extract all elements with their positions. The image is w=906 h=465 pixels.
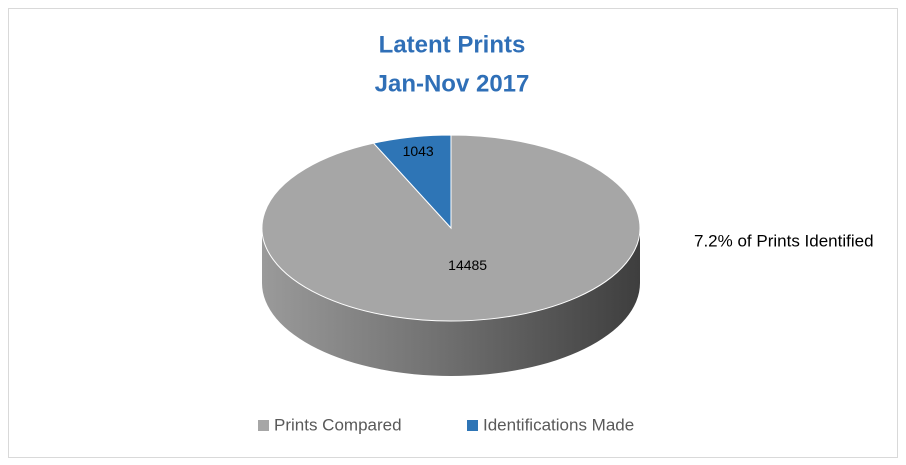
chart-subtitle: Jan-Nov 2017 — [375, 70, 530, 97]
legend-swatch — [467, 420, 478, 431]
annotation: 7.2% of Prints Identified — [694, 231, 874, 250]
chart-title: Latent Prints — [379, 31, 526, 58]
pie-slice — [372, 134, 452, 230]
legend-label: Identifications Made — [483, 415, 634, 434]
pie-side — [262, 228, 640, 376]
legend-label: Prints Compared — [274, 415, 402, 434]
data-label: 14485 — [448, 257, 487, 273]
legend-swatch — [258, 420, 269, 431]
data-label: 1043 — [403, 143, 434, 159]
